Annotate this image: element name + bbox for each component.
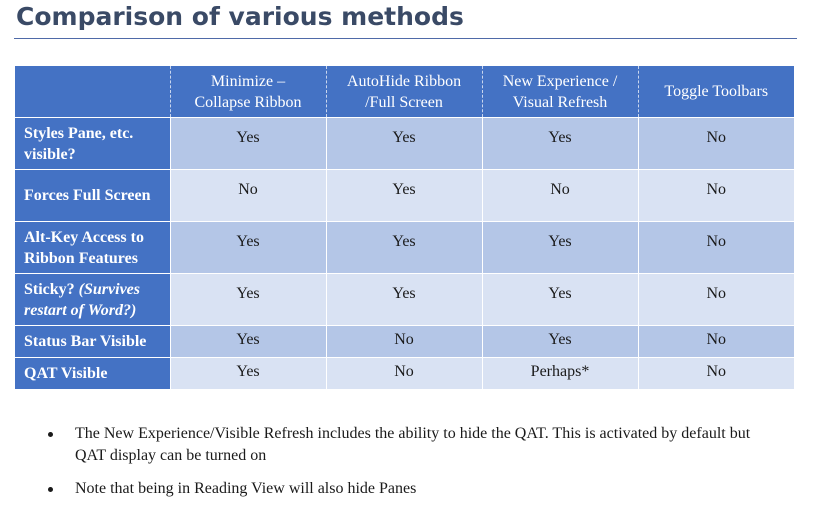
table-cell: No bbox=[169, 169, 326, 222]
table-cell: Yes bbox=[325, 169, 482, 222]
row-label: Status Bar Visible bbox=[15, 325, 170, 358]
header-new-experience: New Experience / Visual Refresh bbox=[481, 66, 638, 118]
table-cell: No bbox=[325, 357, 482, 389]
header-minimize-collapse-ribbon: Minimize – Collapse Ribbon bbox=[169, 66, 326, 118]
table-row: Styles Pane, etc. visible? Yes Yes Yes N… bbox=[15, 117, 794, 170]
list-item: Note that being in Reading View will als… bbox=[48, 478, 768, 500]
table-cell: Yes bbox=[325, 117, 482, 170]
table-cell: Yes bbox=[481, 273, 638, 326]
title-divider bbox=[14, 38, 797, 39]
bullet-icon bbox=[48, 432, 53, 437]
table-cell: No bbox=[637, 325, 794, 358]
comparison-table: Minimize – Collapse Ribbon AutoHide Ribbo… bbox=[15, 66, 794, 389]
note-text: The New Experience/Visible Refresh inclu… bbox=[75, 425, 751, 464]
table-cell: Yes bbox=[169, 273, 326, 326]
table-cell: Yes bbox=[325, 273, 482, 326]
header-corner-cell bbox=[15, 66, 170, 118]
table-cell: Yes bbox=[481, 117, 638, 170]
table-cell: No bbox=[637, 273, 794, 326]
row-label: QAT Visible bbox=[15, 357, 170, 389]
notes-list: The New Experience/Visible Refresh inclu… bbox=[48, 423, 768, 511]
table-cell: Yes bbox=[169, 325, 326, 358]
row-label: Alt-Key Access to Ribbon Features bbox=[15, 221, 170, 274]
table-cell: No bbox=[637, 221, 794, 274]
table-cell: Perhaps* bbox=[481, 357, 638, 389]
row-label: Sticky? (Survives restart of Word?) bbox=[15, 273, 170, 326]
table-row: Alt-Key Access to Ribbon Features Yes Ye… bbox=[15, 221, 794, 274]
table-cell: Yes bbox=[481, 325, 638, 358]
table-cell: Yes bbox=[481, 221, 638, 274]
table-row: QAT Visible Yes No Perhaps* No bbox=[15, 357, 794, 389]
row-label: Styles Pane, etc. visible? bbox=[15, 117, 170, 170]
table-cell: No bbox=[637, 117, 794, 170]
table-cell: Yes bbox=[325, 221, 482, 274]
table-cell: Yes bbox=[169, 357, 326, 389]
table-cell: No bbox=[637, 169, 794, 222]
table-row: Status Bar Visible Yes No Yes No bbox=[15, 325, 794, 358]
note-text: Note that being in Reading View will als… bbox=[75, 480, 417, 497]
page-title: Comparison of various methods bbox=[16, 2, 464, 31]
table-cell: No bbox=[481, 169, 638, 222]
list-item: The New Experience/Visible Refresh inclu… bbox=[48, 423, 768, 467]
row-label: Forces Full Screen bbox=[15, 169, 170, 222]
header-autohide-ribbon: AutoHide Ribbon/Full Screen bbox=[325, 66, 482, 118]
bullet-icon bbox=[48, 487, 53, 492]
table-cell: Yes bbox=[169, 221, 326, 274]
header-toggle-toolbars: Toggle Toolbars bbox=[637, 66, 794, 118]
table-header-row: Minimize – Collapse Ribbon AutoHide Ribbo… bbox=[15, 66, 794, 118]
table-row: Forces Full Screen No Yes No No bbox=[15, 169, 794, 222]
table-row: Sticky? (Survives restart of Word?) Yes … bbox=[15, 273, 794, 326]
table-cell: Yes bbox=[169, 117, 326, 170]
table-cell: No bbox=[637, 357, 794, 389]
table-cell: No bbox=[325, 325, 482, 358]
